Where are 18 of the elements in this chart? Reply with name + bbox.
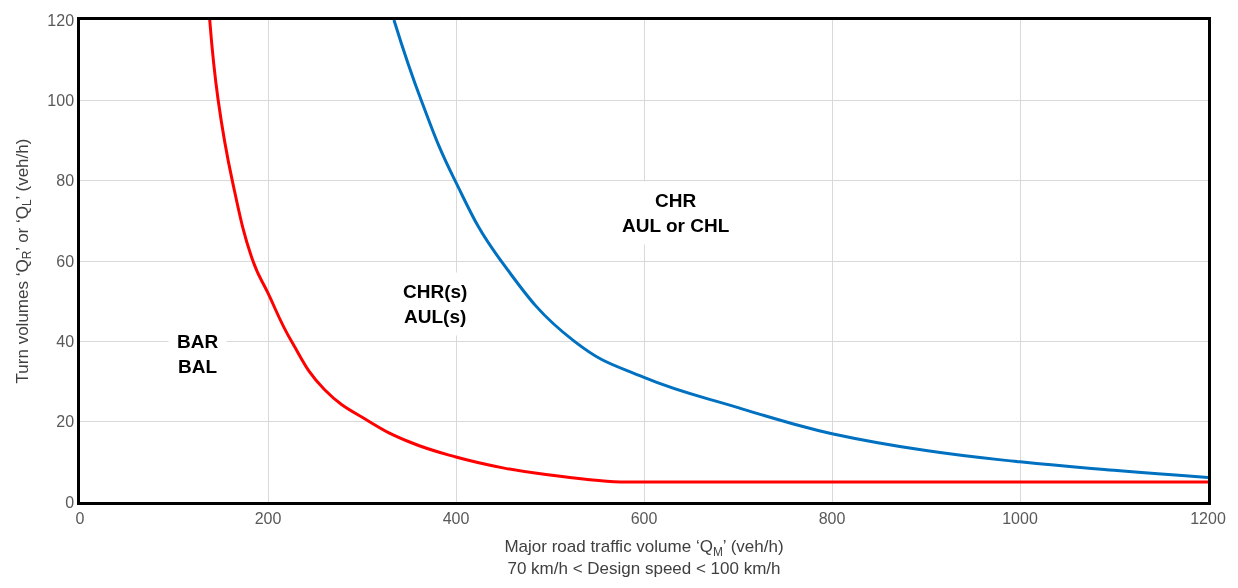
y-tick-label: 80 bbox=[56, 172, 75, 190]
y-tick-label: 60 bbox=[56, 252, 75, 270]
x-tick-label: 400 bbox=[442, 509, 470, 527]
y-tick-label: 40 bbox=[56, 332, 75, 350]
x-tick-label: 1200 bbox=[1190, 509, 1226, 527]
annotation: CHR(s) AUL(s) bbox=[403, 281, 468, 327]
y-tick-label: 20 bbox=[56, 413, 75, 431]
annotation: BAR BAL bbox=[177, 331, 219, 377]
x-axis-title: Major road traffic volume ‘Q$_{M}$’ (veh/h) 70 km/h < Design speed < 100 km/h bbox=[504, 537, 784, 579]
x-tick-label: 600 bbox=[630, 509, 658, 527]
x-tick-label: 200 bbox=[254, 509, 282, 527]
x-tick-label: 1000 bbox=[1002, 509, 1038, 527]
line-series bbox=[392, 20, 1208, 479]
annotation: CHR AUL or CHL bbox=[622, 190, 730, 236]
y-tick-label: 0 bbox=[65, 493, 75, 511]
y-tick-label: 100 bbox=[47, 91, 75, 109]
x-tick-label: 800 bbox=[818, 509, 846, 527]
y-tick-label: 120 bbox=[47, 11, 75, 29]
